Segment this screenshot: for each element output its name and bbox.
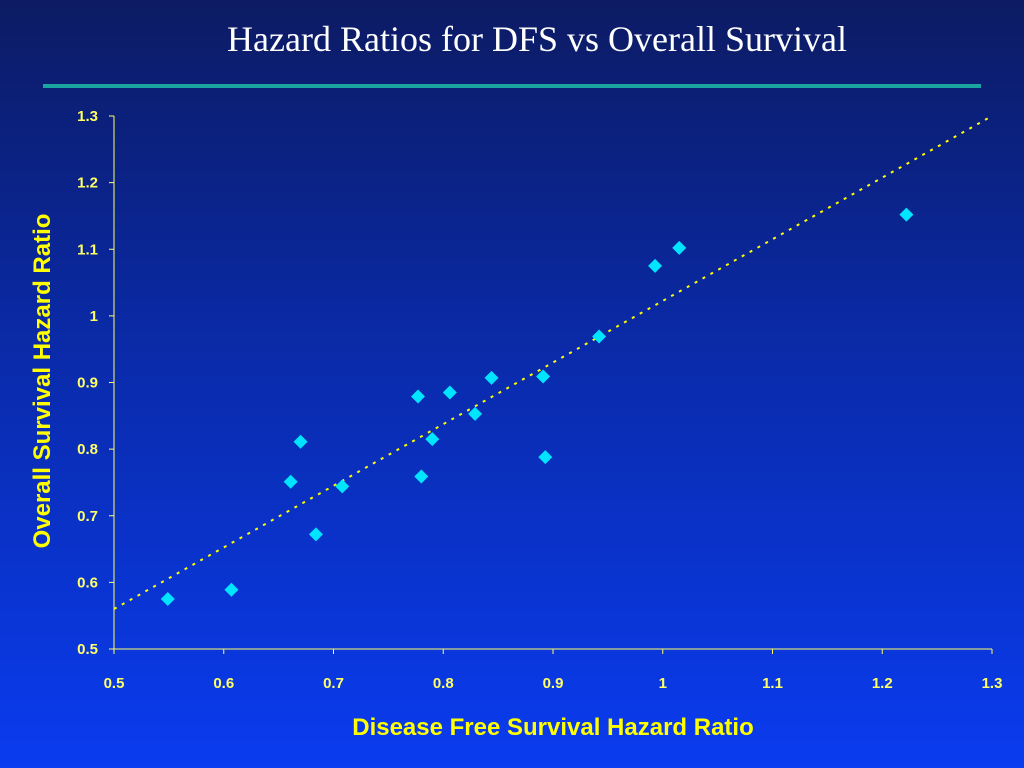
x-tick-labels: 0.5 0.6 0.7 0.8 0.9 1 1.1 1.2 1.3 xyxy=(104,675,1003,692)
y-tick-label: 0.6 xyxy=(77,574,98,591)
y-tick-label: 0.8 xyxy=(77,441,98,458)
y-tick-label: 1.2 xyxy=(77,175,98,192)
y-tick-labels: 0.5 0.6 0.7 0.8 0.9 1 1.1 1.2 1.3 xyxy=(77,108,98,658)
data-point xyxy=(442,385,457,400)
data-point xyxy=(672,240,687,255)
data-point xyxy=(484,370,499,385)
slide-title: Hazard Ratios for DFS vs Overall Surviva… xyxy=(227,19,847,59)
data-points xyxy=(160,207,914,607)
trendline xyxy=(113,115,993,610)
y-tick-label: 0.5 xyxy=(77,641,98,658)
title-rule xyxy=(43,84,981,88)
data-point xyxy=(536,369,551,384)
data-point xyxy=(160,592,175,607)
x-tick-label: 1 xyxy=(659,675,667,692)
y-axis-title: Overall Survival Hazard Ratio xyxy=(29,214,56,549)
y-tick-label: 1 xyxy=(90,308,98,325)
data-point xyxy=(414,469,429,484)
x-axis-title: Disease Free Survival Hazard Ratio xyxy=(352,714,754,741)
x-tick-label: 0.9 xyxy=(543,675,564,692)
y-tick-label: 1.1 xyxy=(77,241,98,258)
data-point xyxy=(283,474,298,489)
x-tick-label: 1.3 xyxy=(982,675,1003,692)
x-tick-label: 1.1 xyxy=(762,675,783,692)
y-tick-label: 0.9 xyxy=(77,375,98,392)
data-point xyxy=(224,582,239,597)
data-point xyxy=(468,406,483,421)
axes-layer xyxy=(109,115,993,654)
x-tick-label: 0.8 xyxy=(433,675,454,692)
x-tick-label: 1.2 xyxy=(872,675,893,692)
data-point xyxy=(308,527,323,542)
data-point xyxy=(648,258,663,273)
data-point xyxy=(293,434,308,449)
data-point xyxy=(538,450,553,465)
y-tick-label: 0.7 xyxy=(77,508,98,525)
x-tick-label: 0.6 xyxy=(213,675,234,692)
x-tick-label: 0.7 xyxy=(323,675,344,692)
data-point xyxy=(335,479,350,494)
data-point xyxy=(592,329,607,344)
data-point xyxy=(411,389,426,404)
data-point xyxy=(899,207,914,222)
x-tick-label: 0.5 xyxy=(104,675,125,692)
data-point xyxy=(425,432,440,447)
y-tick-label: 1.3 xyxy=(77,108,98,125)
